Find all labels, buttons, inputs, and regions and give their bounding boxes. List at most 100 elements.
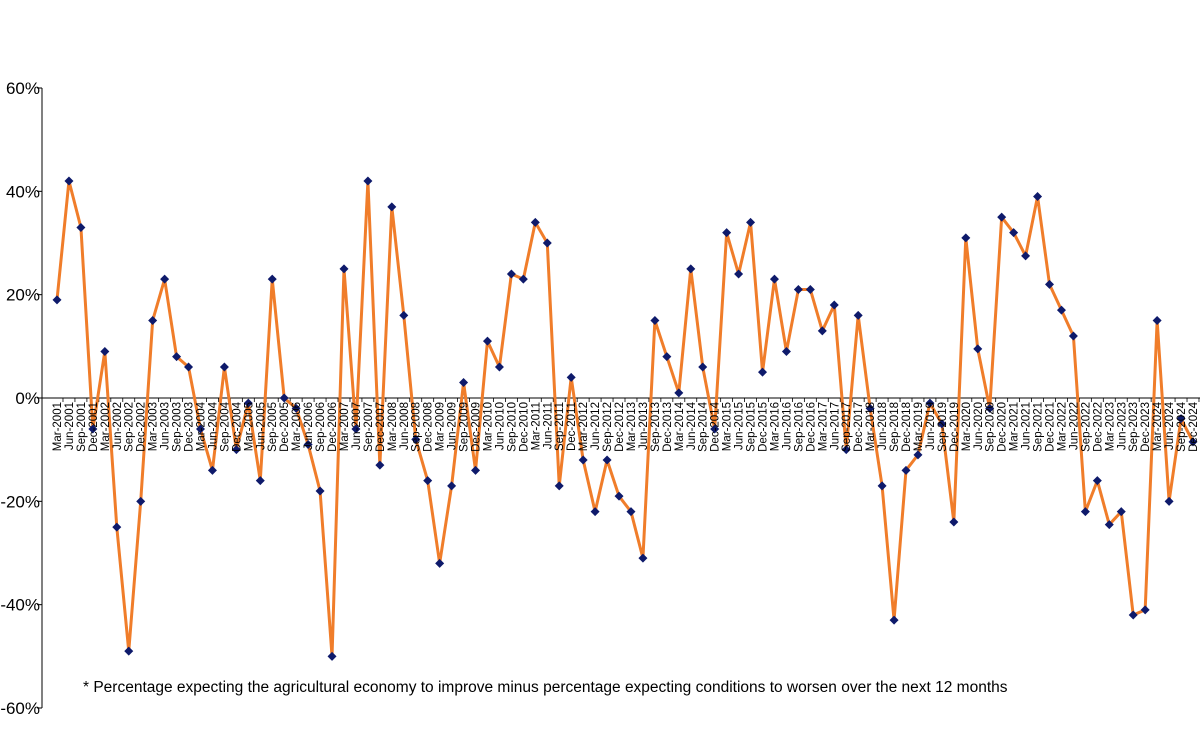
data-point-marker xyxy=(303,440,313,449)
x-tick-label: Mar-2019 xyxy=(913,402,925,451)
data-point-marker xyxy=(459,378,469,387)
data-point-marker xyxy=(1164,496,1174,506)
data-point-marker xyxy=(52,295,62,305)
x-tick-label: Mar-2009 xyxy=(435,402,447,451)
x-tick-label: Dec-2008 xyxy=(423,402,435,452)
data-point-marker xyxy=(638,553,648,563)
x-tick-label: Mar-2018 xyxy=(865,402,877,451)
x-tick-label: Mar-2016 xyxy=(769,402,781,451)
data-point-marker xyxy=(650,316,660,325)
data-point-marker xyxy=(100,347,110,356)
data-point-marker xyxy=(722,228,732,238)
data-point-marker xyxy=(291,403,301,413)
x-tick-label: Sep-2003 xyxy=(172,402,184,452)
data-point-marker xyxy=(1092,476,1102,486)
x-tick-label: Jun-2012 xyxy=(590,402,602,450)
x-tick-label: Mar-2022 xyxy=(1056,402,1068,451)
data-point-marker xyxy=(973,344,983,354)
x-tick-label: Dec-2022 xyxy=(1092,402,1104,452)
data-point-marker xyxy=(76,223,86,232)
data-point-marker xyxy=(1033,192,1043,201)
x-tick-label: Mar-2012 xyxy=(578,402,590,451)
data-point-marker xyxy=(494,362,504,372)
y-tick-label: 20% xyxy=(6,286,40,305)
x-tick-label: Mar-2004 xyxy=(195,401,207,451)
data-point-marker xyxy=(781,347,791,356)
x-tick-label: Sep-2002 xyxy=(124,402,136,452)
x-tick-label: Dec-2006 xyxy=(327,402,339,452)
data-point-marker xyxy=(375,460,385,470)
data-point-marker xyxy=(518,274,528,284)
data-point-marker xyxy=(339,264,349,274)
x-tick-label: Mar-2007 xyxy=(339,402,351,451)
x-tick-label: Mar-2006 xyxy=(291,402,303,451)
x-tick-label: Jun-2024 xyxy=(1164,401,1176,450)
data-point-marker xyxy=(1116,507,1126,517)
y-tick-label: -60% xyxy=(0,699,40,718)
data-point-marker xyxy=(710,424,720,434)
x-tick-label: Jun-2018 xyxy=(877,402,889,450)
x-tick-label: Dec-2014 xyxy=(710,401,722,451)
data-point-marker xyxy=(231,445,241,455)
data-point-marker xyxy=(1009,228,1019,238)
x-tick-label: Jun-2015 xyxy=(734,402,746,450)
data-point-marker xyxy=(674,388,684,398)
y-tick-label: -20% xyxy=(0,492,40,511)
x-tick-label: Mar-2015 xyxy=(722,402,734,451)
x-tick-label: Jun-2007 xyxy=(351,402,363,450)
x-tick-label: Jun-2001 xyxy=(64,402,76,450)
y-tick-label: 0% xyxy=(15,389,40,408)
data-point-marker xyxy=(148,316,158,325)
data-point-marker xyxy=(578,455,588,465)
data-point-marker xyxy=(769,274,779,284)
x-tick-label: Dec-2011 xyxy=(566,402,578,451)
data-point-marker xyxy=(279,393,289,403)
data-point-marker xyxy=(267,274,277,284)
x-tick-label: Jun-2004 xyxy=(207,401,219,450)
x-tick-label: Jun-2023 xyxy=(1116,402,1128,450)
data-point-marker xyxy=(482,336,492,346)
data-point-marker xyxy=(530,217,540,227)
x-tick-label: Mar-2002 xyxy=(100,402,112,451)
data-point-marker xyxy=(435,558,445,568)
data-point-marker xyxy=(853,310,863,320)
x-tick-label: Dec-2010 xyxy=(518,402,530,452)
x-tick-label: Sep-2012 xyxy=(602,402,614,452)
data-point-marker xyxy=(195,424,205,434)
x-tick-label: Sep-2007 xyxy=(363,402,375,452)
data-point-marker xyxy=(734,269,744,279)
x-tick-label: Sep-2010 xyxy=(506,402,518,452)
x-tick-label: Sep-2014 xyxy=(698,401,710,451)
x-tick-label: Sep-2011 xyxy=(554,402,566,451)
x-tick-label: Jun-2009 xyxy=(447,402,459,450)
x-tick-label: Sep-2023 xyxy=(1128,402,1140,452)
data-point-marker xyxy=(219,362,229,372)
markers-group xyxy=(52,176,1198,661)
data-point-marker xyxy=(1021,251,1031,261)
data-point-marker xyxy=(937,419,947,429)
data-point-marker xyxy=(817,326,827,336)
x-tick-labels: Mar-2001 Jun-2001 Sep-2001 Dec-2001 Mar-2002… xyxy=(52,401,1200,451)
x-tick-label: Sep-2021 xyxy=(1033,402,1045,452)
data-point-marker xyxy=(255,476,265,486)
data-point-marker xyxy=(1188,437,1198,447)
x-tick-label: Dec-2020 xyxy=(997,402,1009,452)
data-point-marker xyxy=(614,491,624,501)
data-point-marker xyxy=(1140,605,1150,615)
x-tick-label: Jun-2014 xyxy=(686,401,698,450)
data-point-marker xyxy=(160,274,170,284)
x-tick-label: Jun-2003 xyxy=(160,402,172,450)
x-tick-label: Mar-2020 xyxy=(961,402,973,451)
data-point-marker xyxy=(901,465,911,475)
data-point-marker xyxy=(686,264,696,274)
x-tick-label: Mar-2011 xyxy=(530,402,542,450)
data-point-marker xyxy=(949,517,959,527)
x-tick-label: Sep-2024 xyxy=(1176,401,1188,451)
x-tick-label: Sep-2013 xyxy=(650,402,662,452)
data-point-marker xyxy=(1080,507,1090,517)
data-point-marker xyxy=(351,424,361,434)
data-point-marker xyxy=(136,496,146,506)
data-point-marker xyxy=(841,445,851,455)
data-point-marker xyxy=(88,424,98,434)
